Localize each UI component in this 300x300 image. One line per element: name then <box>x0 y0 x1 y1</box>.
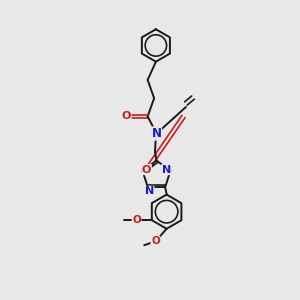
Text: O: O <box>132 215 141 225</box>
Text: N: N <box>162 165 171 175</box>
Text: O: O <box>122 111 131 122</box>
Text: N: N <box>152 127 161 140</box>
Text: N: N <box>145 186 154 197</box>
Text: O: O <box>142 165 151 175</box>
Text: O: O <box>151 236 160 246</box>
